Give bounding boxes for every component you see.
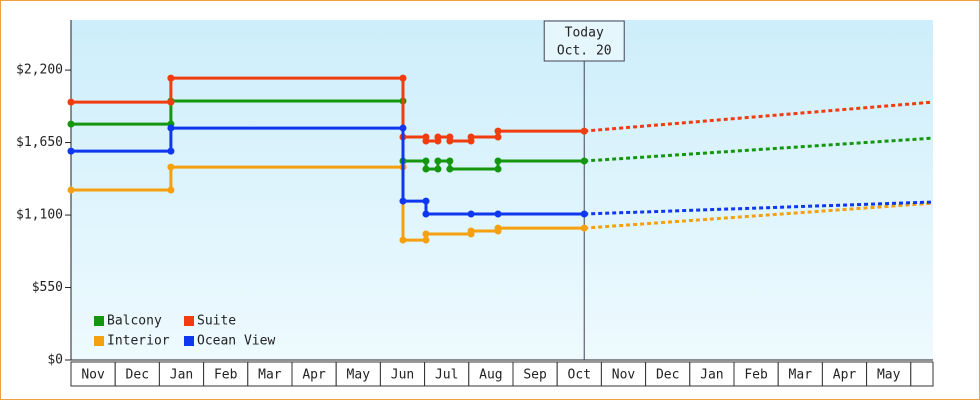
x-tick-label: Feb: [214, 368, 238, 383]
x-tick-label: Feb: [744, 368, 768, 383]
forecast-line: [584, 200, 934, 216]
y-tick-label: $1,650: [16, 135, 63, 150]
price-point: [167, 74, 175, 82]
forecast-line: [584, 136, 934, 163]
x-category-cell: [645, 361, 691, 387]
y-tick-label: $1,100: [16, 208, 63, 223]
price-point: [67, 120, 75, 128]
x-tick-label: Apr: [302, 368, 326, 383]
x-category-cell: [291, 361, 337, 387]
price-line: [71, 99, 585, 171]
x-category-cell: [424, 361, 470, 387]
legend-label: Suite: [197, 314, 236, 329]
price-point: [67, 147, 75, 155]
price-line: [71, 126, 585, 216]
price-point: [422, 236, 430, 244]
price-point: [494, 224, 502, 232]
x-tick-label: Dec: [656, 368, 679, 383]
price-point: [494, 127, 502, 135]
plot-background: [71, 20, 933, 360]
x-category-cell: [247, 361, 293, 387]
x-tick-label: Jun: [391, 368, 414, 383]
legend-label: Balcony: [107, 314, 162, 329]
price-point: [422, 197, 430, 205]
x-tick-label: Mar: [789, 368, 813, 383]
price-point: [67, 186, 75, 194]
legend-swatch: [94, 316, 104, 326]
price-point: [422, 210, 430, 218]
y-tick-label: $0: [47, 353, 63, 368]
price-point: [494, 210, 502, 218]
price-point: [67, 98, 75, 106]
x-tick-label: May: [877, 368, 901, 383]
price-point: [446, 165, 454, 173]
price-point: [434, 157, 442, 165]
price-point: [580, 224, 588, 232]
x-category-cell: [777, 361, 823, 387]
x-category-cell: [114, 361, 160, 387]
x-category-cell: [866, 361, 912, 387]
price-point: [467, 227, 475, 235]
price-point: [399, 124, 407, 132]
price-point: [422, 230, 430, 238]
price-point: [167, 163, 175, 171]
today-box: [543, 20, 625, 62]
legend-swatch: [184, 316, 194, 326]
price-point: [467, 133, 475, 141]
legend-swatch: [94, 336, 104, 346]
legend-label: Ocean View: [197, 334, 275, 349]
price-point: [167, 98, 175, 106]
x-tick-label: Dec: [126, 368, 149, 383]
x-tick-label: Nov: [612, 368, 636, 383]
x-category-cell: [158, 361, 205, 387]
price-point: [446, 157, 454, 165]
price-point: [399, 197, 407, 205]
x-category-cell: [733, 361, 779, 387]
x-tick-label: Sep: [523, 368, 547, 383]
x-category-cell: [910, 361, 934, 387]
price-point: [422, 165, 430, 173]
legend-swatch: [184, 336, 194, 346]
x-tick-label: Jul: [435, 368, 458, 383]
price-point: [399, 74, 407, 82]
price-point: [580, 210, 588, 218]
price-point: [422, 157, 430, 165]
forecast-line: [584, 201, 934, 230]
y-tick-label: $2,200: [16, 63, 63, 78]
y-tick-label: $550: [32, 280, 63, 295]
x-category-cell: [203, 361, 249, 387]
price-point: [494, 165, 502, 173]
price-point: [494, 133, 502, 141]
price-point: [167, 147, 175, 155]
x-tick-label: Jan: [170, 368, 193, 383]
forecast-line: [584, 100, 934, 133]
price-point: [580, 157, 588, 165]
price-point: [399, 236, 407, 244]
x-category-cell: [600, 361, 647, 387]
today-label: Oct. 20: [557, 44, 612, 59]
price-point: [167, 186, 175, 194]
price-point: [580, 127, 588, 135]
x-tick-label: Apr: [833, 368, 857, 383]
x-category-cell: [512, 361, 558, 387]
price-point: [467, 210, 475, 218]
x-tick-label: Aug: [479, 368, 502, 383]
price-point: [434, 133, 442, 141]
x-tick-label: Nov: [81, 368, 105, 383]
price-point: [446, 137, 454, 145]
legend-label: Interior: [107, 334, 170, 349]
x-category-cell: [70, 361, 116, 387]
today-label: Today: [565, 26, 604, 41]
x-tick-label: Mar: [258, 368, 282, 383]
x-tick-label: Jan: [700, 368, 723, 383]
x-tick-label: Oct: [568, 368, 591, 383]
price-point: [422, 137, 430, 145]
price-point: [494, 157, 502, 165]
price-point: [434, 165, 442, 173]
x-tick-label: May: [347, 368, 371, 383]
price-point: [167, 124, 175, 132]
